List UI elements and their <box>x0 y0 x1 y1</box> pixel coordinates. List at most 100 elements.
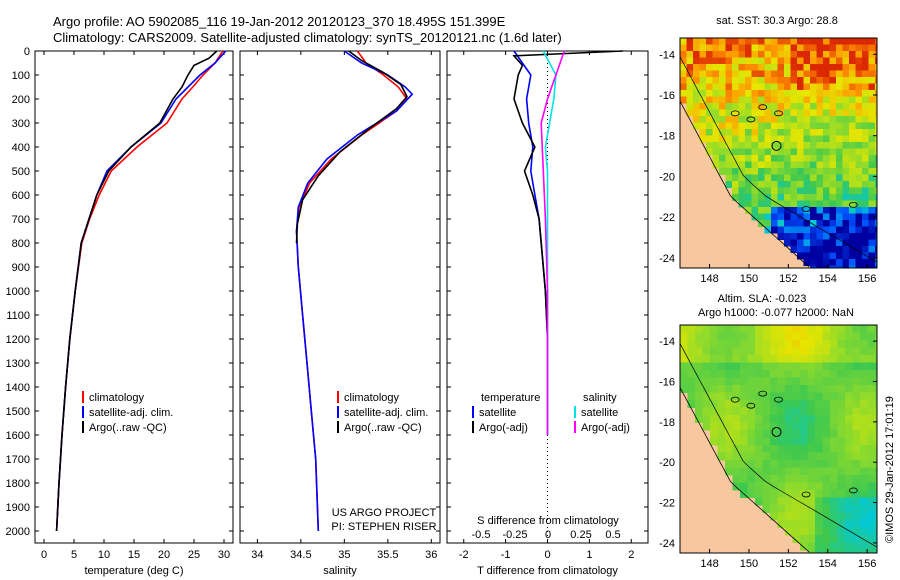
map-cell <box>777 109 785 117</box>
map-cell <box>745 181 752 188</box>
map-cell <box>758 148 765 156</box>
map-cell <box>849 226 856 234</box>
map-cell <box>755 490 763 498</box>
map-cell <box>816 252 824 260</box>
map-cell <box>836 135 843 143</box>
map-cell <box>797 155 804 162</box>
map-cell <box>837 520 846 528</box>
map-cell <box>712 38 720 45</box>
map-cell <box>816 109 824 117</box>
map-cell <box>845 460 853 468</box>
map-cell <box>738 57 746 65</box>
map-cell <box>800 415 808 423</box>
map-cell <box>810 116 817 123</box>
map-cell <box>852 550 861 553</box>
map-cell <box>699 103 707 110</box>
map-cell <box>790 64 798 71</box>
map-cell <box>829 187 837 195</box>
map-cell <box>693 83 700 91</box>
map-cell <box>732 400 741 408</box>
map-cell <box>842 174 850 182</box>
map-cell <box>823 38 830 45</box>
map-cell <box>785 415 793 423</box>
map-cell <box>860 377 868 386</box>
map-cell <box>842 213 850 221</box>
map-cell <box>732 452 741 461</box>
map-cell <box>875 142 877 149</box>
map-cell <box>777 148 785 156</box>
map-cell <box>868 64 876 71</box>
x-tick-label: 150 <box>740 558 758 570</box>
map-cell <box>836 239 843 247</box>
map-cell <box>849 181 856 188</box>
map-cell <box>875 181 877 188</box>
map-cell <box>829 259 837 266</box>
map-cell <box>875 452 877 461</box>
map-cell <box>875 527 877 536</box>
map-cell <box>717 392 726 401</box>
map-cell <box>875 70 877 78</box>
map-cell <box>770 415 778 423</box>
map-cell <box>725 452 733 461</box>
map-cell <box>823 148 830 156</box>
map-cell <box>740 445 748 453</box>
map-cell <box>868 213 876 221</box>
map-cell <box>717 430 726 438</box>
plot-frame <box>239 50 441 544</box>
map-cell <box>693 57 700 65</box>
map-cell <box>862 155 869 162</box>
map-cell <box>860 362 868 371</box>
map-cell <box>687 325 696 333</box>
map-cell <box>738 155 746 162</box>
map-cell <box>797 122 804 130</box>
map-cell <box>764 220 772 227</box>
map-cell <box>738 194 746 201</box>
map-cell <box>764 51 772 58</box>
series-line-salinity-argo-adj- <box>540 50 566 435</box>
map-cell <box>822 362 831 371</box>
map-cell <box>792 400 801 408</box>
map-cell <box>800 347 808 356</box>
map-cell <box>777 332 786 341</box>
map-cell <box>862 148 869 156</box>
map-cell <box>797 90 804 97</box>
map-cell <box>762 407 771 416</box>
map-cell <box>751 168 759 175</box>
map-cell <box>745 142 752 149</box>
map-cell <box>797 226 804 234</box>
map-cell <box>860 422 868 431</box>
map-cell <box>860 512 868 521</box>
map-cell <box>686 70 694 78</box>
map-cell <box>875 265 877 268</box>
map-cell <box>822 415 831 423</box>
y-tick-label: 100 <box>12 70 30 82</box>
map-cell <box>823 44 830 52</box>
map-cell <box>860 550 868 553</box>
map-cell <box>762 497 771 506</box>
map-cell <box>800 460 808 468</box>
map-cell <box>797 77 804 84</box>
map-cell <box>875 96 877 104</box>
map-cell <box>725 64 733 71</box>
map-cell <box>762 490 771 498</box>
map-cell <box>822 527 831 536</box>
map-cell <box>868 174 876 182</box>
map-cell <box>842 239 850 247</box>
argo-position-marker <box>771 140 782 151</box>
map-cell <box>868 168 876 175</box>
map-cell <box>719 57 726 65</box>
map-cell <box>875 259 877 266</box>
map-cell <box>862 38 869 45</box>
map-cell <box>830 415 838 423</box>
map-cell <box>732 187 739 195</box>
map-cell <box>777 505 786 513</box>
map-cell <box>837 325 846 333</box>
map-cell <box>784 207 791 214</box>
map-cell <box>816 103 824 110</box>
map-cell <box>829 64 837 71</box>
map-cell <box>762 475 771 483</box>
map-cell <box>785 422 793 431</box>
map-cell <box>810 181 817 188</box>
map-cell <box>706 64 713 71</box>
map-cell <box>680 70 687 78</box>
